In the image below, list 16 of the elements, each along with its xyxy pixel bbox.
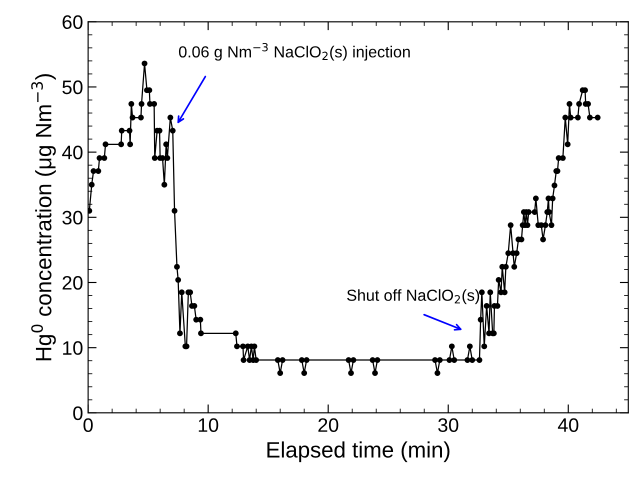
annotation: 0.06 g Nm$^{−3}$ NaClO$_{2}$(s) injection bbox=[178, 42, 410, 61]
x-tick-label: 20 bbox=[318, 418, 338, 432]
y-tick-label: 60 bbox=[62, 15, 83, 30]
y-tick-label: 50 bbox=[62, 80, 83, 94]
annotation: Shut off NaClO$_{2}$(s) bbox=[347, 289, 480, 304]
y-tick-label: 30 bbox=[62, 210, 83, 225]
y-tick-label: 10 bbox=[63, 341, 83, 355]
y-tick-label: 40 bbox=[62, 146, 83, 160]
x-tick-label: 40 bbox=[558, 418, 578, 432]
y-tick-label: 20 bbox=[62, 276, 83, 290]
y-tick-label: 0 bbox=[73, 406, 83, 420]
x-tick-label: 10 bbox=[198, 418, 218, 432]
x-tick-label: 30 bbox=[438, 418, 458, 432]
x-tick-label: 0 bbox=[83, 418, 93, 432]
x-axis-title: Elapsed time (min) bbox=[267, 441, 450, 462]
y-axis-title: Hg$^{0}$ concentration (μg Nm$^{−3}$) bbox=[31, 74, 56, 360]
